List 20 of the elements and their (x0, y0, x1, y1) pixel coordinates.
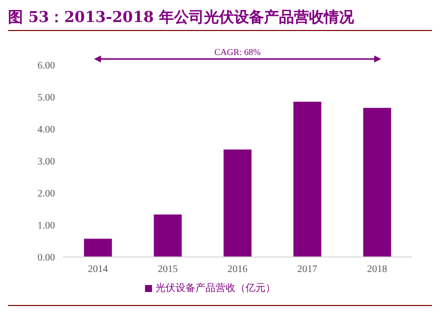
chart-title: 图 53：2013-2018 年公司光伏设备产品营收情况 (8, 8, 432, 31)
x-tick-label: 2017 (297, 264, 318, 276)
y-tick-label: 3.00 (38, 156, 55, 168)
bar (84, 238, 112, 257)
legend-label: 光伏设备产品营收（亿元） (156, 283, 276, 294)
bar (293, 102, 322, 257)
x-tick-label: 2018 (367, 264, 388, 276)
x-tick-label: 2014 (88, 264, 108, 276)
y-tick-label: 5.00 (38, 92, 55, 104)
y-tick-label: 0.00 (38, 252, 55, 264)
x-tick-label: 2016 (228, 264, 248, 276)
bar (154, 214, 182, 257)
y-tick-label: 6.00 (38, 60, 55, 72)
bar (224, 149, 252, 257)
x-tick-label: 2015 (158, 264, 178, 276)
y-tick-label: 1.00 (38, 220, 55, 232)
text: CAGR: 68% (213, 47, 262, 57)
y-tick-label: 2.00 (38, 188, 55, 200)
bar (363, 108, 392, 257)
y-tick-label: 4.00 (38, 124, 55, 136)
